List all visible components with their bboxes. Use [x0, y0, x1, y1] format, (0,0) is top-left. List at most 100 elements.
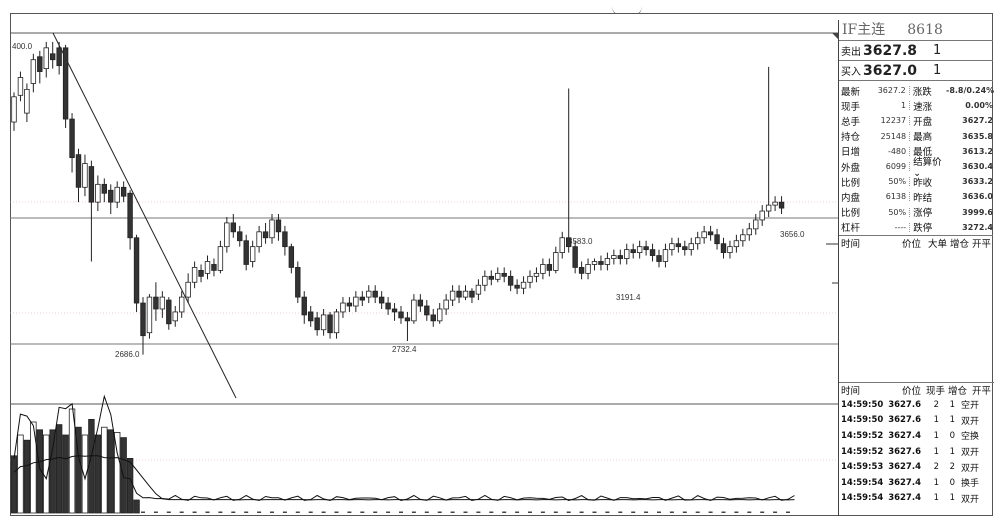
trade-oi-change: 1: [949, 415, 955, 426]
candle: [772, 196, 778, 212]
candle: [282, 225, 288, 256]
trade-oi-change: 0: [949, 477, 955, 488]
candle: [411, 294, 417, 324]
trade-type: 双开: [960, 416, 979, 427]
stat-row: 最新 3627.2 涨跌 -8.8/0.24%: [839, 83, 994, 98]
candle: [778, 196, 785, 215]
tick-list-header: 时间 价位 大单 增仓 开平: [839, 236, 993, 250]
volume-bar: [179, 511, 184, 513]
volume-bar: [88, 418, 95, 514]
candle: [424, 300, 430, 321]
candle: [346, 297, 353, 312]
stat-value: 12237: [863, 116, 911, 126]
trade-oi-change: 2: [949, 462, 955, 473]
candle: [43, 41, 49, 78]
candle: [320, 308, 327, 336]
candle: [256, 225, 262, 253]
volume-bar: [437, 511, 442, 513]
trade-price: 3627.6: [888, 446, 921, 457]
candle: [295, 261, 301, 304]
sell-row[interactable]: 卖出 3627.8 1: [839, 41, 993, 61]
trade-price: 3627.6: [888, 399, 921, 410]
stat-label-2: 最低: [913, 147, 933, 159]
candle: [449, 285, 456, 307]
stat-label: 现手: [841, 101, 861, 113]
volume-bar: [120, 437, 127, 514]
stat-value-2: 3613.2: [962, 146, 993, 156]
trade-qty: 1: [933, 430, 939, 441]
candle: [88, 160, 95, 262]
candle: [649, 243, 656, 262]
trade-row[interactable]: 14:59:52 3627.6 1 1 双开: [839, 444, 994, 460]
trade-row[interactable]: 14:59:54 3627.4 1 0 换手: [839, 475, 994, 491]
volume-bar: [101, 426, 108, 514]
volume-bar: [773, 511, 778, 513]
volume-bar: [10, 455, 18, 514]
candle: [301, 291, 307, 324]
candle: [159, 291, 166, 318]
candle: [391, 303, 398, 321]
buy-row[interactable]: 买入 3627.0 1: [839, 61, 993, 81]
volume-bar: [695, 511, 700, 513]
trade-row[interactable]: 14:59:52 3627.4 1 0 空换: [839, 428, 994, 444]
volume-bar: [553, 511, 558, 513]
stat-label-2: 最高: [913, 132, 933, 144]
trade-hdr-type: 开平: [971, 386, 991, 397]
candle: [520, 276, 527, 295]
candle: [695, 231, 701, 250]
candle: [108, 184, 114, 215]
volume-bar: [566, 511, 571, 513]
volume-bar: [540, 511, 545, 513]
trade-hdr-time: 时间: [841, 386, 861, 397]
contract-header: IF主连 8618: [839, 20, 993, 41]
price-label: 2732.4: [392, 345, 417, 354]
stat-label-2: 速涨: [913, 101, 933, 113]
volume-bar: [166, 511, 171, 513]
stat-label: 日增: [841, 147, 861, 159]
volume-bar: [618, 511, 623, 513]
stat-value-2: 3636.0: [962, 192, 993, 202]
volume-bar: [282, 511, 287, 513]
candle: [727, 240, 733, 259]
trade-oi-change: 1: [949, 446, 955, 457]
stat-label: 持仓: [841, 132, 861, 144]
stat-label-2: 涨停: [913, 208, 933, 220]
price-labels-group: 400.0 2686.0 2732.4 3583.0 3191.4 3656.0: [12, 42, 805, 359]
trade-type: 双开: [960, 494, 979, 505]
candle: [224, 216, 230, 253]
trade-type: 空开: [960, 401, 979, 412]
volume-bar: [605, 511, 610, 513]
candle: [604, 252, 611, 271]
trade-qty: 2: [933, 399, 939, 410]
trade-row[interactable]: 14:59:53 3627.4 2 2 双开: [839, 459, 994, 475]
trade-row[interactable]: 14:59:50 3627.6 2 1 空开: [839, 397, 994, 413]
candle: [211, 258, 217, 277]
candle: [185, 273, 191, 304]
price-label: 3656.0: [780, 230, 805, 239]
volume-bar: [257, 511, 262, 513]
stat-row: 杠杆 ---- 跌停 3272.4: [839, 220, 993, 235]
stat-label-2: 结算价⌄: [913, 157, 942, 180]
volume-bar: [133, 499, 140, 514]
candlestick-chart[interactable]: 400.0 2686.0 2732.4 3583.0 3191.4 3656.0: [0, 0, 840, 522]
volume-bar: [141, 511, 145, 513]
buy-volume: 1: [933, 63, 942, 78]
stat-row: 内盘 6138 昨结 3636.0: [839, 189, 993, 204]
volume-bar: [631, 511, 636, 513]
trade-row[interactable]: 14:59:50 3627.6 1 1 双开: [839, 413, 994, 429]
candle: [740, 228, 746, 247]
candle: [37, 50, 43, 84]
stat-row: 外盘 6099 结算价⌄ 3630.4: [839, 157, 993, 179]
candle: [733, 234, 740, 253]
volume-bar: [30, 421, 37, 514]
trade-row[interactable]: 14:59:54 3627.4 1 1 双开: [839, 491, 994, 507]
candle: [759, 205, 765, 226]
stat-row: 总手 12237 开盘 3627.2: [839, 113, 993, 128]
candle: [662, 243, 669, 268]
candle: [675, 237, 682, 253]
stat-row: 比例 50% 昨收 3633.2: [839, 174, 993, 189]
hdr-big-order: 大单: [927, 238, 947, 250]
trade-oi-change: 0: [949, 430, 955, 441]
volume-bar: [153, 511, 158, 513]
stat-label: 比例: [841, 177, 861, 189]
